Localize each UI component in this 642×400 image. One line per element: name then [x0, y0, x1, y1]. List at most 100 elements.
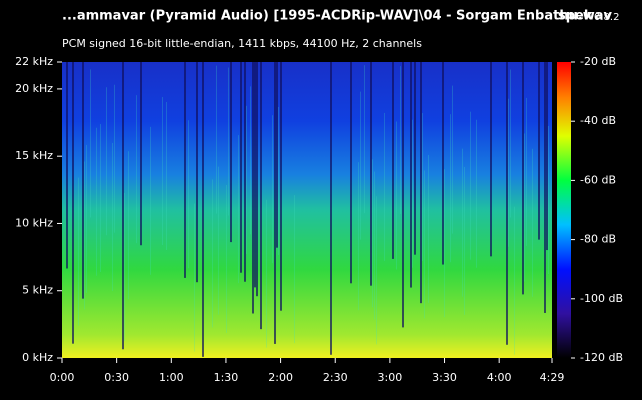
- light-stripe: [90, 69, 91, 218]
- light-stripe: [278, 106, 279, 255]
- colorbar-tick-label: -80 dB: [580, 233, 616, 246]
- dark-stripe: [414, 62, 416, 255]
- dark-stripe: [254, 62, 256, 288]
- light-stripe: [128, 151, 129, 300]
- x-tick-label: 4:00: [487, 371, 512, 384]
- light-stripe: [166, 102, 167, 251]
- light-stripe: [384, 112, 385, 261]
- light-stripe: [106, 87, 107, 236]
- x-tick-label: 1:30: [214, 371, 239, 384]
- light-stripe: [360, 91, 361, 240]
- light-stripe: [452, 85, 453, 234]
- chart-subtitle: PCM signed 16-bit little-endian, 1411 kb…: [62, 37, 422, 50]
- dark-stripe: [66, 62, 68, 269]
- dark-stripe: [140, 62, 142, 246]
- light-stripe: [218, 166, 219, 315]
- spectrogram-texture: [66, 62, 549, 357]
- dark-stripe: [506, 62, 508, 345]
- light-stripe: [188, 120, 189, 269]
- light-stripe: [400, 66, 401, 215]
- colorbar-tick-label: -20 dB: [580, 55, 616, 68]
- light-stripe: [526, 97, 527, 246]
- light-stripe: [476, 119, 477, 268]
- light-stripe: [424, 170, 425, 319]
- x-tick-label: 3:00: [378, 371, 403, 384]
- x-tick-label: 2:00: [268, 371, 293, 384]
- light-stripe: [376, 196, 377, 345]
- app-name: spek: [558, 9, 593, 24]
- dark-stripe: [260, 62, 262, 330]
- dark-stripe: [122, 62, 124, 350]
- dark-stripe: [230, 62, 232, 243]
- y-tick-label: 0 kHz: [22, 351, 53, 364]
- light-stripe: [226, 184, 227, 333]
- dark-stripe: [240, 62, 242, 273]
- light-stripe: [84, 161, 85, 310]
- light-stripe: [212, 179, 213, 328]
- light-stripe: [428, 154, 429, 303]
- light-stripe: [508, 98, 509, 247]
- light-stripe: [96, 127, 97, 276]
- light-stripe: [272, 115, 273, 264]
- light-stripe: [548, 126, 549, 275]
- light-stripe: [374, 171, 375, 320]
- app-version: 0.8.2: [594, 12, 619, 23]
- light-stripe: [510, 69, 511, 218]
- dark-stripe: [402, 62, 404, 328]
- dark-stripe: [370, 62, 372, 286]
- dark-stripe: [420, 62, 422, 304]
- light-stripe: [250, 86, 251, 235]
- light-stripe: [358, 162, 359, 311]
- light-stripe: [150, 126, 151, 275]
- light-stripe: [136, 95, 137, 244]
- y-tick-label: 15 kHz: [15, 149, 53, 162]
- y-tick-label: 22 kHz: [15, 55, 53, 68]
- dark-stripe: [252, 62, 254, 314]
- light-stripe: [464, 166, 465, 315]
- dark-stripe: [350, 62, 352, 284]
- light-stripe: [238, 135, 239, 284]
- dark-stripe: [544, 62, 546, 313]
- light-stripe: [124, 192, 125, 341]
- dark-stripe: [196, 62, 198, 283]
- dark-stripe: [276, 62, 278, 248]
- colorbar: [557, 62, 571, 358]
- light-stripe: [422, 113, 423, 262]
- dark-stripe: [522, 62, 524, 295]
- light-stripe: [78, 177, 79, 326]
- light-stripe: [532, 148, 533, 297]
- light-stripe: [162, 97, 163, 246]
- colorbar-tick-label: -60 dB: [580, 173, 616, 186]
- chart-title: ...ammavar (Pyramid Audio) [1995-ACDRip-…: [62, 9, 613, 24]
- light-stripe: [412, 119, 413, 268]
- light-stripe: [246, 105, 247, 254]
- x-tick-label: 4:29: [540, 371, 565, 384]
- dark-stripe: [330, 62, 332, 355]
- spectrogram: [62, 62, 552, 358]
- light-stripe: [514, 206, 515, 355]
- x-tick-label: 0:00: [50, 371, 75, 384]
- dark-stripe: [410, 62, 412, 288]
- dark-stripe: [490, 62, 492, 257]
- colorbar-tick-label: -120 dB: [580, 351, 623, 364]
- y-tick-label: 5 kHz: [22, 284, 53, 297]
- light-stripe: [100, 124, 101, 273]
- x-tick-label: 2:30: [323, 371, 348, 384]
- light-stripe: [462, 148, 463, 297]
- dark-stripe: [442, 62, 444, 265]
- dark-stripe: [202, 62, 204, 357]
- light-stripe: [216, 65, 217, 214]
- y-tick-label: 10 kHz: [15, 216, 53, 229]
- light-stripe: [294, 195, 295, 344]
- dark-stripe: [280, 62, 282, 311]
- dark-stripe: [538, 62, 540, 240]
- light-stripe: [524, 133, 525, 282]
- dark-stripe: [392, 62, 394, 259]
- light-stripe: [114, 84, 115, 233]
- light-stripe: [372, 159, 373, 308]
- light-stripe: [444, 169, 445, 318]
- dark-stripe: [82, 62, 84, 299]
- x-tick-label: 1:00: [159, 371, 184, 384]
- dark-stripe: [256, 62, 258, 297]
